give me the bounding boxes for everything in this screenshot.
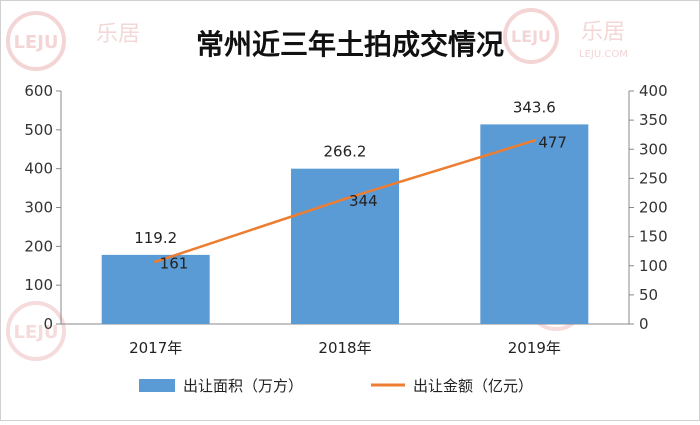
watermark-brand-text: 乐居 (96, 22, 140, 47)
line-data-label: 477 (538, 134, 567, 152)
legend-label-bar: 出让面积（万方） (183, 377, 303, 395)
bar (101, 254, 210, 324)
y-right-tick-label: 300 (639, 140, 668, 158)
y-left-tick-label: 100 (24, 276, 53, 294)
bar-data-label: 119.2 (134, 229, 177, 247)
y-right-tick-label: 100 (639, 257, 668, 275)
y-left-tick-label: 500 (24, 121, 53, 139)
y-right-tick-label: 200 (639, 199, 668, 217)
watermark-logo-right: LEJU (503, 8, 559, 64)
watermark-logo-text-right: LEJU (511, 27, 551, 46)
y-right-tick-label: 0 (639, 315, 649, 333)
legend: 出让面积（万方） 出让金额（亿元） (139, 377, 533, 395)
line-point (532, 139, 536, 143)
watermark-brand-text-right: 乐居 (581, 20, 625, 45)
watermark-logo-bottom-left: LEJU (6, 301, 66, 361)
x-tick-label: 2019年 (508, 339, 561, 357)
bars-group (101, 124, 589, 324)
y-left-tick-label: 400 (24, 160, 53, 178)
bar (291, 168, 399, 324)
y-left-tick-label: 200 (24, 237, 53, 255)
chart-title: 常州近三年土拍成交情况 (196, 28, 504, 61)
watermark-logo-text: LEJU (13, 32, 58, 53)
bar-data-label: 266.2 (324, 143, 367, 161)
y-left-tick-label: 600 (24, 82, 53, 100)
y-left-tick-label: 0 (43, 315, 53, 333)
y-right-tick-label: 400 (639, 82, 668, 100)
watermark-logo-left: LEJU (6, 11, 66, 71)
watermark-brand-right: 乐居 LEJU.COM (579, 20, 628, 60)
watermark-logo-text-bottom: LEJU (13, 322, 58, 343)
legend-swatch-bar (139, 379, 175, 392)
y-right-tick-label: 150 (639, 228, 668, 246)
line-series-group (154, 139, 536, 264)
bar (480, 124, 589, 324)
y-right-tick-label: 50 (639, 286, 658, 304)
line-data-label: 344 (349, 192, 378, 210)
watermark-subtext: LEJU.COM (579, 49, 628, 60)
y-right-tick-label: 350 (639, 111, 668, 129)
legend-label-line: 出让金额（亿元） (413, 377, 533, 395)
watermark-brand-top: 乐居 (96, 22, 140, 47)
x-tick-label: 2017年 (129, 339, 182, 357)
bar-data-label: 343.6 (513, 98, 556, 116)
line-data-label: 161 (160, 255, 189, 273)
line-point (154, 260, 158, 264)
data-labels-group: 119.2 266.2 343.6 161 344 477 (134, 98, 567, 272)
ticks-group: 0 100 200 300 400 500 600 0 50 100 150 200 250 300 350… (24, 82, 667, 357)
line-point (343, 197, 347, 201)
x-tick-label: 2018年 (318, 339, 371, 357)
y-right-tick-label: 250 (639, 169, 668, 187)
y-left-tick-label: 300 (24, 199, 53, 217)
